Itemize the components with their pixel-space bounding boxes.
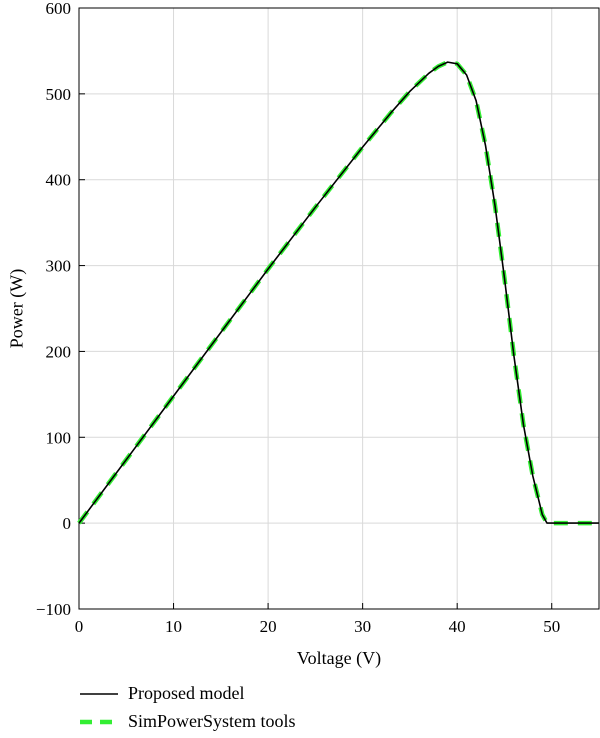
legend-label-simpowersystem-tools: SimPowerSystem tools: [128, 711, 296, 731]
y-tick-label: 300: [46, 257, 72, 276]
y-tick-label: 600: [46, 0, 72, 18]
y-tick-label: 400: [46, 171, 72, 190]
series-lines: [77, 59, 599, 526]
y-tick-label: 0: [63, 514, 72, 533]
legend: Proposed model SimPowerSystem tools: [80, 683, 296, 731]
y-tick-label: −100: [36, 600, 71, 619]
plot-area-frame: [78, 7, 600, 610]
x-tick-label: 40: [449, 617, 466, 636]
x-tick-label: 30: [354, 617, 371, 636]
y-tick-label: 500: [46, 85, 72, 104]
y-tick-label: 100: [46, 428, 72, 447]
grid-lines: [78, 7, 599, 610]
x-tick-label: 0: [75, 617, 84, 636]
y-tick-label: 200: [46, 342, 72, 361]
x-axis-title: Voltage (V): [297, 648, 381, 669]
series-line-simpowersystem-tools: [77, 59, 599, 526]
x-tick-label: 50: [543, 617, 560, 636]
x-tick-label: 20: [260, 617, 277, 636]
legend-label-proposed-model: Proposed model: [128, 683, 245, 703]
y-axis-title: Power (W): [6, 269, 27, 348]
x-tick-label: 10: [165, 617, 182, 636]
series-line-proposed-model: [78, 61, 599, 524]
